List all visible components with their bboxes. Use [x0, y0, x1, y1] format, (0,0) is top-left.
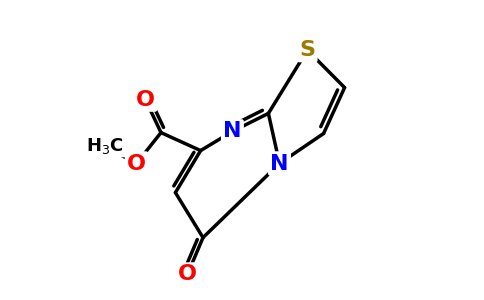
- Text: O: O: [178, 265, 197, 284]
- Text: S: S: [300, 40, 316, 60]
- Text: N: N: [270, 154, 289, 173]
- Text: N: N: [223, 122, 242, 141]
- Text: H$_3$C: H$_3$C: [86, 136, 124, 155]
- Text: O: O: [127, 154, 146, 173]
- Text: O: O: [136, 90, 155, 110]
